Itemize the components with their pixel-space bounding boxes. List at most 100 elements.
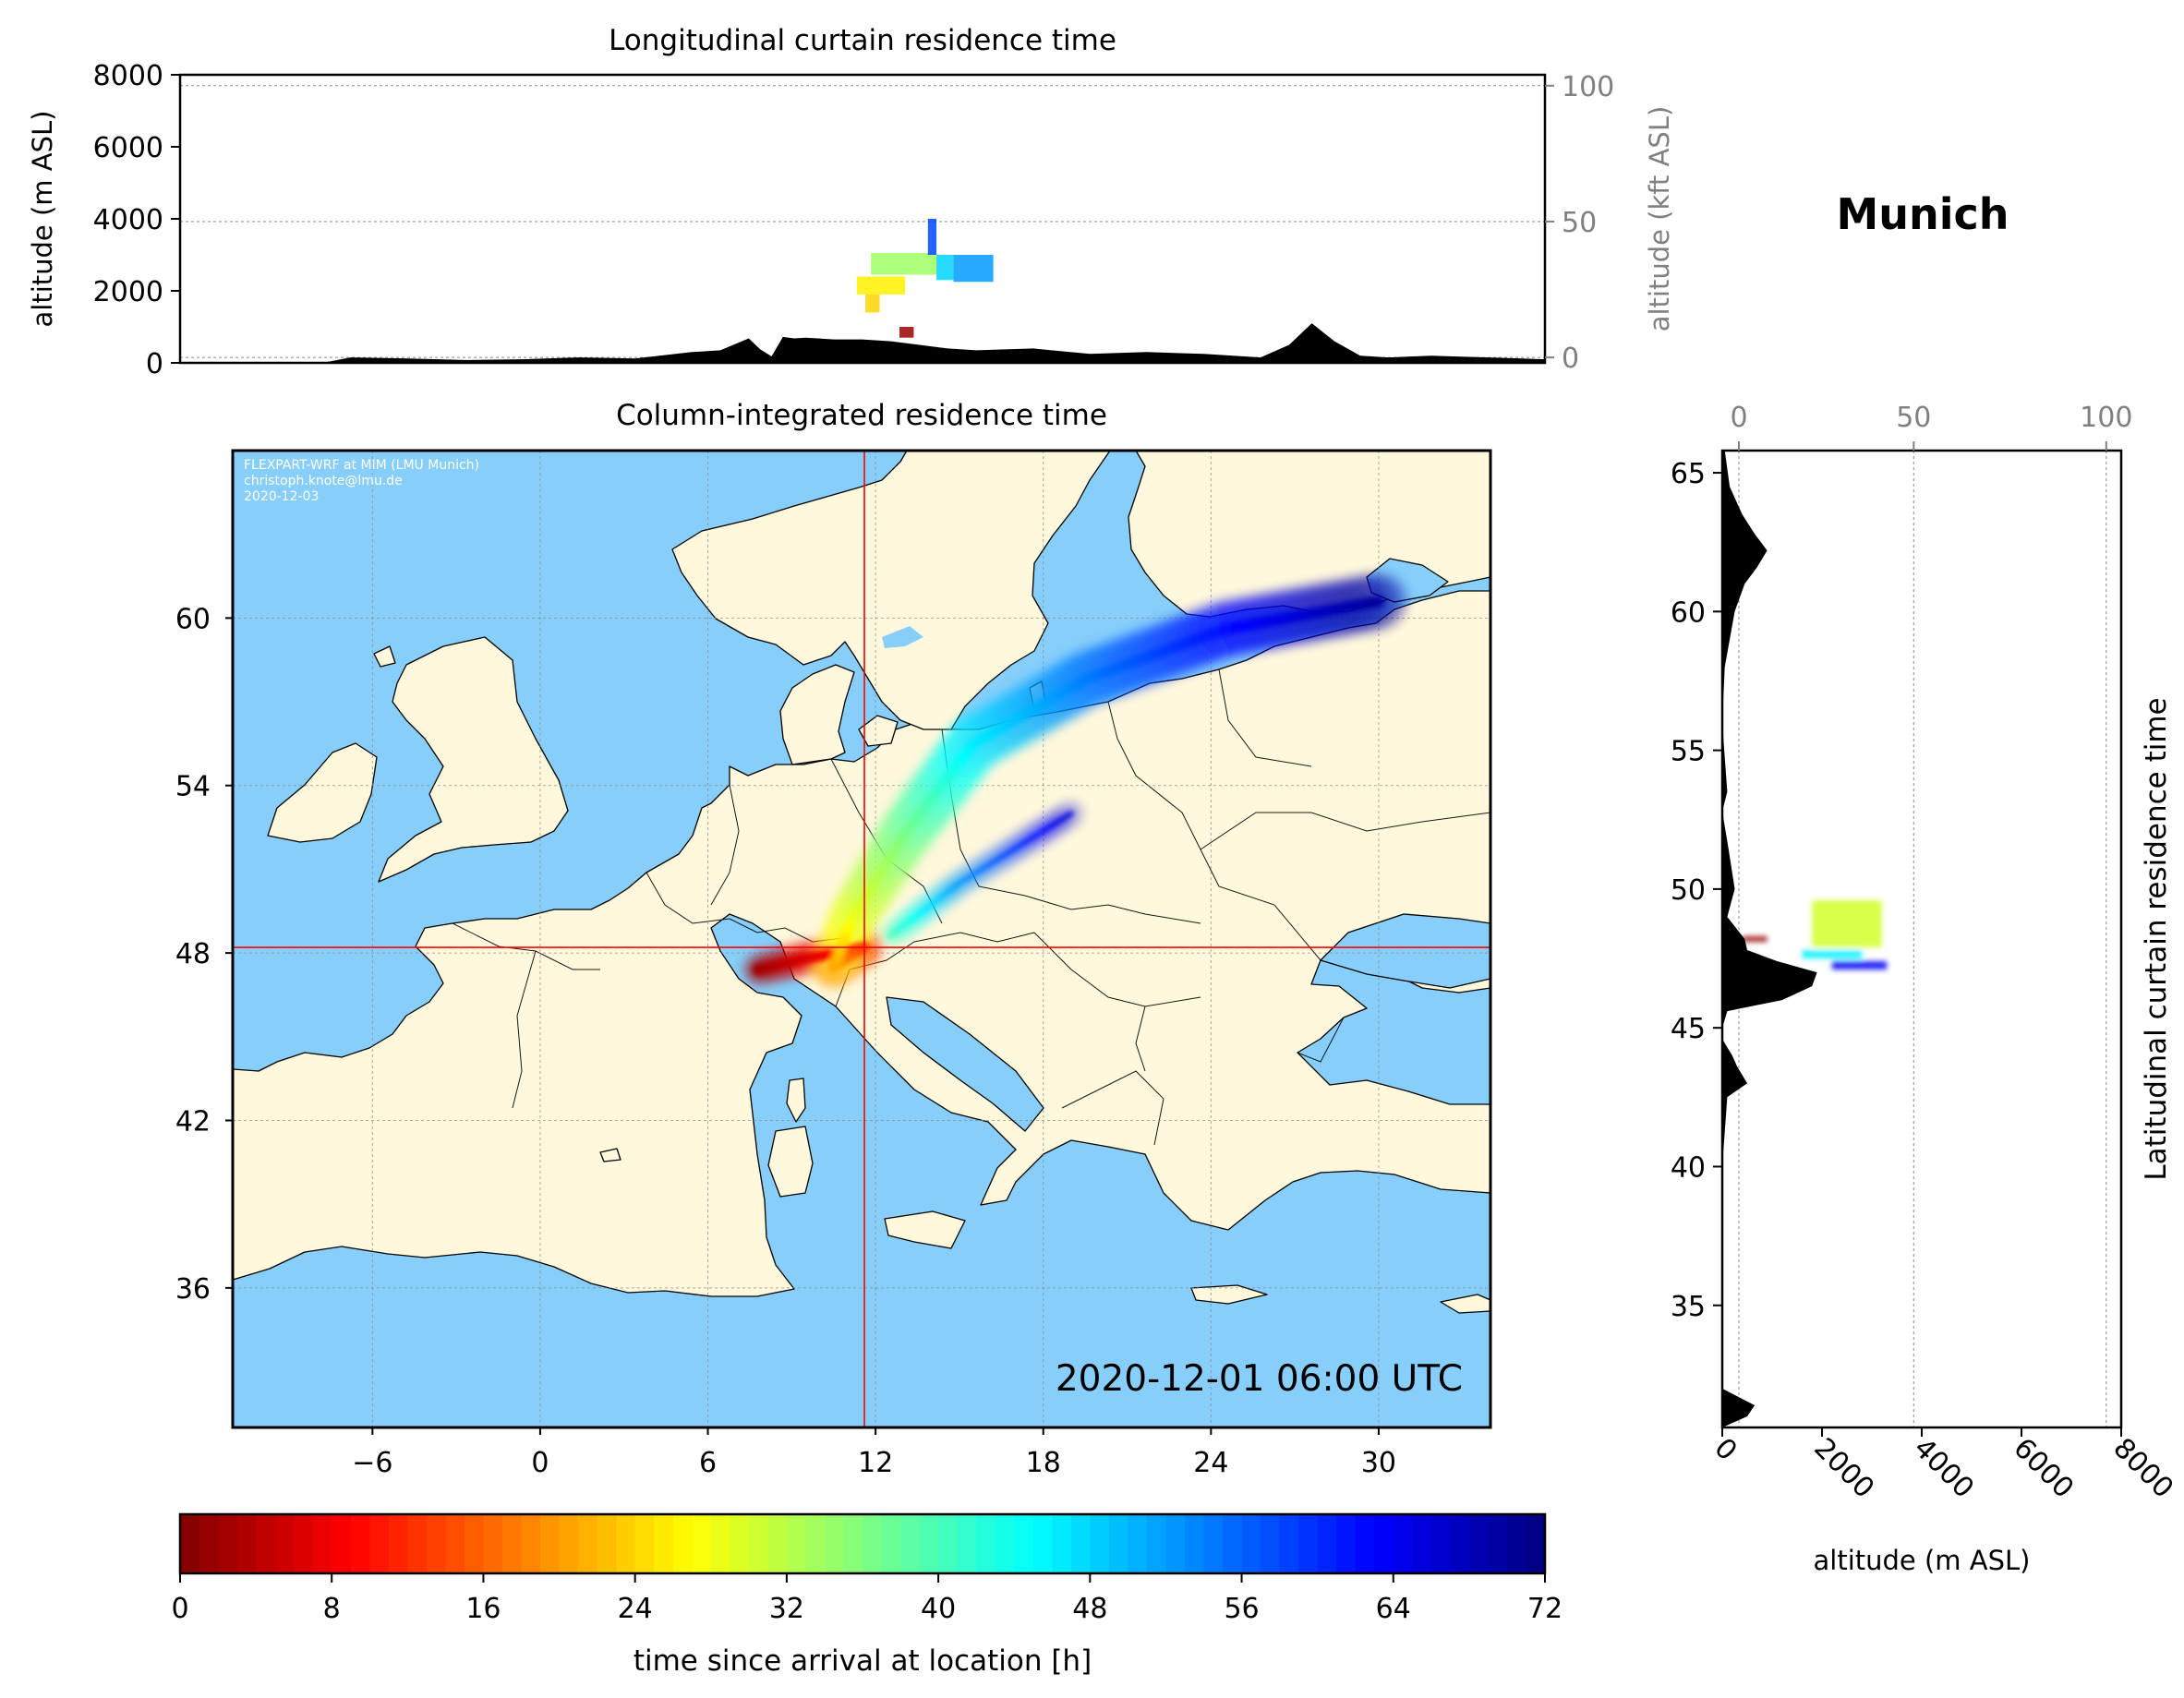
longitudinal-curtain-panel: Longitudinal curtain residence time 0 200… (27, 24, 1675, 380)
plume-block (865, 294, 880, 313)
colorbar-cell (1506, 1514, 1527, 1573)
kft-tick-label: 100 (1562, 71, 1614, 103)
longitudinal-title: Longitudinal curtain residence time (609, 24, 1116, 57)
colorbar-cell (710, 1514, 730, 1573)
longitudinal-axes-frame (178, 73, 1547, 365)
y-tick-label: 60 (1671, 596, 1706, 629)
colorbar-cell (1526, 1514, 1546, 1573)
y-tick-label: 45 (1671, 1013, 1706, 1045)
kft-tick-label: 0 (1730, 402, 1747, 434)
latitudinal-top-ticks: 0 50 100 (1730, 402, 2132, 451)
colorbar-cell (616, 1514, 636, 1573)
map-y-ticks: 36 42 48 54 60 (175, 603, 233, 1306)
latitudinal-y-ticks: 35 40 45 50 55 60 65 (1671, 458, 1722, 1323)
colorbar-cell (350, 1514, 370, 1573)
y-tick-label: 2000 (93, 276, 163, 308)
adriatic-sea (886, 996, 1044, 1132)
latitudinal-grid (1738, 451, 2107, 1427)
x-tick-label: 6000 (2007, 1432, 2080, 1505)
colorbar-cell (1184, 1514, 1205, 1573)
plume-block (936, 255, 954, 281)
colorbar-cell (1412, 1514, 1432, 1573)
plume-block (953, 255, 994, 283)
plume-core (753, 596, 1384, 976)
kft-tick-label: 50 (1562, 207, 1597, 239)
plume-group (1742, 899, 1888, 970)
colorbar-cell (1014, 1514, 1034, 1573)
plume-block (1802, 950, 1863, 959)
longitudinal-left-ticks: 0 2000 4000 6000 8000 (93, 60, 180, 380)
colorbar-cell (1279, 1514, 1299, 1573)
timestamp: 2020-12-01 06:00 UTC (1056, 1358, 1463, 1400)
watermark-line-2: christoph.knote@lmu.de (244, 474, 403, 488)
plume-block (1812, 899, 1882, 948)
colorbar-tick-label: 40 (921, 1593, 956, 1625)
plume-block (1742, 935, 1768, 943)
colorbar-cell (805, 1514, 826, 1573)
colorbar-cell (1298, 1514, 1319, 1573)
y-tick-label: 8000 (93, 60, 163, 92)
map-plume (743, 573, 1406, 988)
colorbar-cell (521, 1514, 541, 1573)
y-tick-label: 60 (175, 603, 211, 635)
kft-tick-label: 0 (1562, 343, 1579, 375)
colorbar-cell (1336, 1514, 1357, 1573)
colorbar-cell (559, 1514, 579, 1573)
colorbar-ticks: 0 8 16 24 32 40 48 56 64 72 (171, 1573, 1563, 1625)
colorbar-cell (730, 1514, 750, 1573)
kft-tick-label: 50 (1896, 402, 1931, 434)
colorbar-cells (180, 1514, 1546, 1573)
colorbar-cell (1203, 1514, 1224, 1573)
y-tick-label: 36 (175, 1273, 211, 1306)
colorbar-cell (881, 1514, 901, 1573)
x-tick-label: 24 (1193, 1447, 1228, 1479)
y-tick-label: 55 (1671, 736, 1706, 768)
colorbar-tick-label: 32 (769, 1593, 804, 1625)
colorbar-cell (1032, 1514, 1053, 1573)
colorbar-cell (824, 1514, 845, 1573)
colorbar-tick-label: 0 (171, 1593, 188, 1625)
plume-segment (1362, 596, 1384, 609)
colorbar-cell (1374, 1514, 1394, 1573)
watermark-line-1: FLEXPART-WRF at MIM (LMU Munich) (244, 458, 479, 473)
colorbar: 0 8 16 24 32 40 48 56 64 72 time since arrival at… (171, 1512, 1563, 1678)
colorbar-cell (654, 1514, 674, 1573)
colorbar-cell (843, 1514, 863, 1573)
x-tick-label: 2000 (1807, 1432, 1880, 1505)
colorbar-cell (407, 1514, 428, 1573)
colorbar-tick-label: 48 (1072, 1593, 1107, 1625)
colorbar-cell (1146, 1514, 1167, 1573)
colorbar-cell (578, 1514, 598, 1573)
land-zealand (858, 715, 899, 747)
colorbar-cell (1488, 1514, 1508, 1573)
longitudinal-grid (180, 85, 1545, 358)
colorbar-cell (672, 1514, 693, 1573)
latitudinal-x-ticks: 0 2000 4000 6000 8000 (1707, 1427, 2179, 1505)
colorbar-tick-label: 72 (1527, 1593, 1563, 1625)
land-scandinavia (671, 451, 1111, 730)
colorbar-cell (369, 1514, 390, 1573)
plume-block (899, 327, 914, 338)
colorbar-tick-label: 64 (1376, 1593, 1411, 1625)
colorbar-cell (938, 1514, 959, 1573)
land-sicily (884, 1210, 966, 1249)
y-tick-label: 50 (1671, 874, 1706, 907)
longitudinal-right-ticks: 0 50 100 (1545, 71, 1614, 375)
colorbar-cell (900, 1514, 921, 1573)
land-crete (1190, 1284, 1268, 1305)
land-balearics (599, 1148, 621, 1162)
watermark-line-3: 2020-12-03 (244, 489, 319, 504)
colorbar-cell (332, 1514, 352, 1573)
land-ireland (267, 742, 378, 843)
latitudinal-axes-frame (1720, 449, 2123, 1429)
y-tick-label: 65 (1671, 458, 1706, 490)
colorbar-cell (1317, 1514, 1337, 1573)
y-tick-label: 6000 (93, 132, 163, 164)
colorbar-cell (767, 1514, 788, 1573)
x-tick-label: 6 (699, 1447, 717, 1479)
location-title: Munich (1836, 189, 2009, 239)
colorbar-tick-label: 56 (1224, 1593, 1259, 1625)
y-tick-label: 35 (1671, 1291, 1706, 1323)
